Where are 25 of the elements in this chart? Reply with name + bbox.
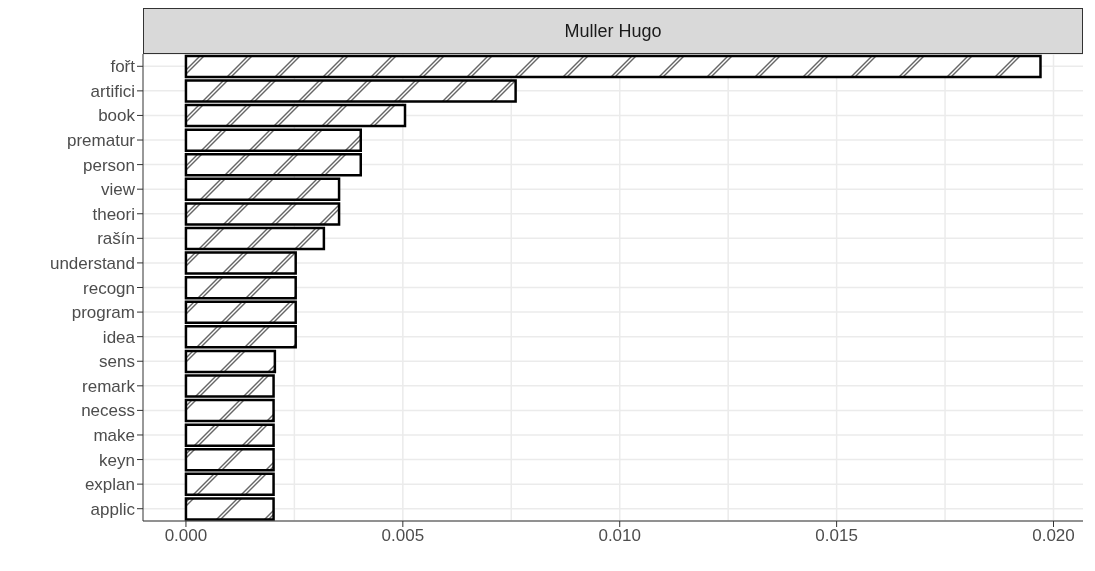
y-tick-label: theori <box>92 204 135 224</box>
y-tick-label: idea <box>102 327 136 347</box>
x-tick-label: 0.020 <box>1032 526 1075 546</box>
y-tick-label: artifici <box>90 81 135 101</box>
y-tick-label: program <box>71 303 135 323</box>
y-tick-label: remark <box>82 376 136 396</box>
y-tick-label: view <box>100 180 136 200</box>
y-tick-label: fořt <box>110 57 136 77</box>
y-tick-label: understand <box>49 253 135 273</box>
y-tick-label: keyn <box>99 450 135 470</box>
chart-title: Muller Hugo <box>143 8 1083 54</box>
y-tick-label: sens <box>99 352 135 372</box>
x-tick-label: 0.000 <box>164 526 208 546</box>
y-tick-label: recogn <box>83 278 135 298</box>
y-tick-label: applic <box>90 499 136 519</box>
x-tick-label: 0.015 <box>815 526 858 546</box>
y-tick-label: explan <box>84 475 135 495</box>
y-tick-label: prematur <box>66 131 136 151</box>
y-tick-label: book <box>98 106 136 126</box>
y-tick-label: rašín <box>97 229 135 249</box>
y-tick-label: person <box>83 155 135 175</box>
x-tick-label: 0.005 <box>381 526 425 546</box>
y-tick-label: make <box>93 426 135 446</box>
x-tick-label: 0.010 <box>598 526 641 546</box>
y-tick-label: necess <box>81 401 135 421</box>
